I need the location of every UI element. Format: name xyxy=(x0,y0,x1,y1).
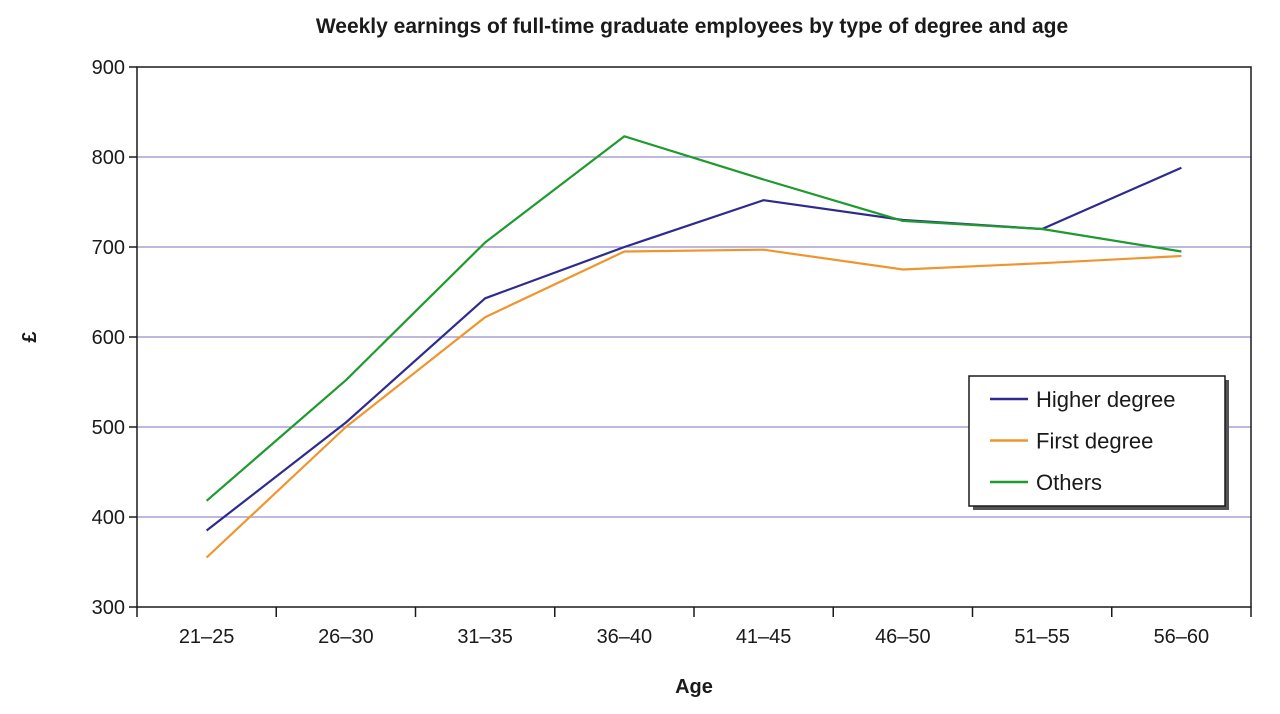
series-line-others xyxy=(205,135,1182,502)
y-axis-label: £ xyxy=(19,331,41,342)
y-tick-label: 700 xyxy=(92,237,125,259)
x-tick-label: 46–50 xyxy=(875,626,931,648)
series-lines xyxy=(205,135,1182,559)
legend-label: Others xyxy=(1036,470,1102,495)
legend-label: Higher degree xyxy=(1036,387,1175,412)
series-line-first-degree xyxy=(205,248,1182,559)
x-tick-label: 26–30 xyxy=(318,626,374,648)
y-tick-label: 300 xyxy=(92,597,125,619)
legend-label: First degree xyxy=(1036,429,1153,454)
legend-item: Others xyxy=(990,470,1102,495)
x-tick-label: 51–55 xyxy=(1014,626,1070,648)
y-tick-label: 900 xyxy=(92,57,125,79)
y-tick-label: 400 xyxy=(92,507,125,529)
legend-item: Higher degree xyxy=(990,387,1175,412)
x-tick-label: 31–35 xyxy=(457,626,513,648)
y-tick-labels: 300 400 500 600 700 800 900 xyxy=(92,57,125,619)
legend-items: Higher degree First degree Others xyxy=(990,387,1175,495)
x-tick-label: 56–60 xyxy=(1154,626,1210,648)
x-tick-labels: 21–25 26–30 31–35 36–40 41–45 46–50 51–55 56–60 xyxy=(179,626,1209,648)
axes xyxy=(129,66,1252,617)
x-axis-label: Age xyxy=(675,676,713,698)
y-tick-label: 600 xyxy=(92,327,125,349)
y-tick-label: 500 xyxy=(92,417,125,439)
y-tick-label: 800 xyxy=(92,147,125,169)
x-tick-label: 36–40 xyxy=(597,626,653,648)
legend: Higher degree First degree Others xyxy=(968,375,1229,510)
chart-title: Weekly earnings of full-time graduate em… xyxy=(316,15,1068,38)
legend-item: First degree xyxy=(990,429,1153,454)
x-tick-label: 21–25 xyxy=(179,626,235,648)
x-tick-label: 41–45 xyxy=(736,626,792,648)
